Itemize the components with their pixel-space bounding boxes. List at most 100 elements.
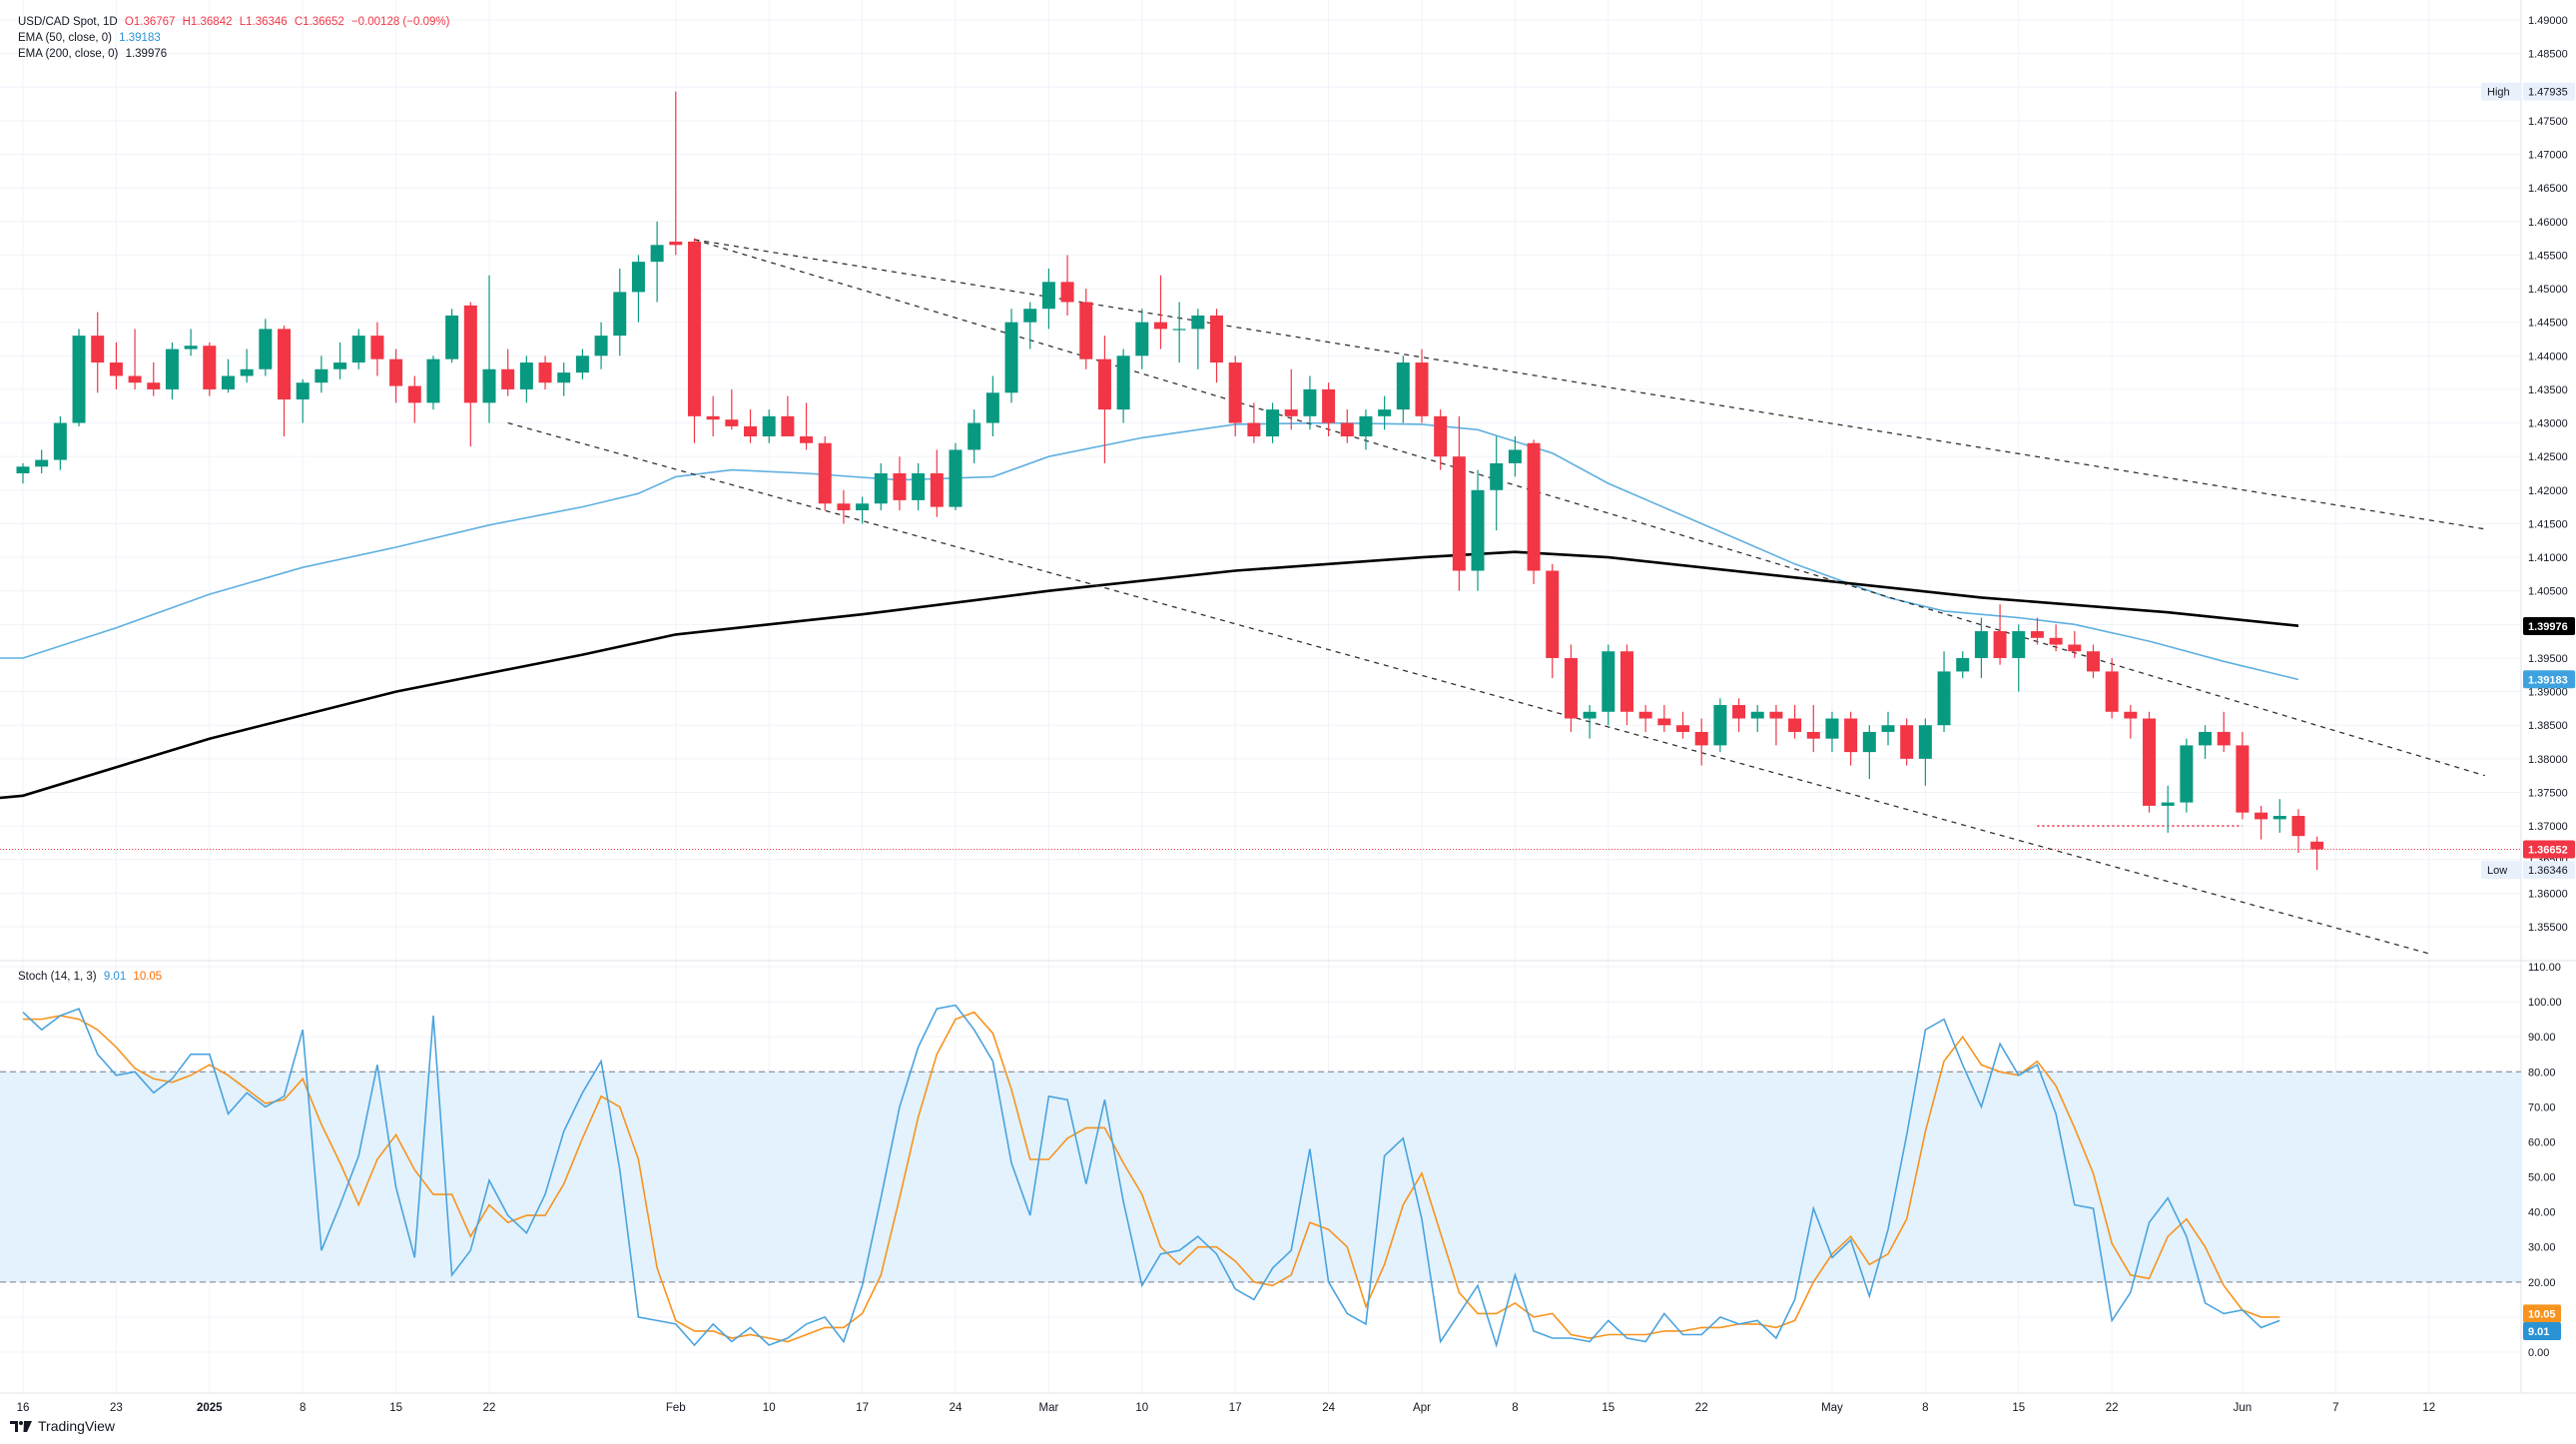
candle-body xyxy=(1974,631,1988,658)
candle-body xyxy=(1490,462,1504,490)
price-tick-label: 1.44500 xyxy=(2528,318,2568,330)
candle-body xyxy=(1471,489,1485,571)
candle-body xyxy=(1844,718,1858,753)
price-badges-layer: 1.47935 High 1.39976 1.39183 1.36652 1.36346 L… xyxy=(2481,82,2575,1340)
time-tick-label: 2025 xyxy=(197,1402,223,1414)
candle-body xyxy=(1956,657,1970,672)
stoch-tick-label: 60.00 xyxy=(2528,1136,2556,1148)
candle-body xyxy=(203,346,217,389)
time-tick-label: Apr xyxy=(1413,1402,1431,1414)
time-tick-label: 15 xyxy=(389,1402,402,1414)
time-tick-label: 8 xyxy=(1512,1402,1518,1414)
time-tick-label: Feb xyxy=(666,1402,686,1414)
time-tick-label: 17 xyxy=(856,1402,869,1414)
candle-body xyxy=(1694,731,1708,746)
time-tick-label: Mar xyxy=(1038,1402,1058,1414)
symbol-title[interactable]: USD/CAD Spot, 1D xyxy=(18,16,118,28)
candle-body xyxy=(1153,322,1167,330)
candle-body xyxy=(1452,456,1466,571)
ema50-legend[interactable]: EMA (50, close, 0) 1.39183 xyxy=(18,32,165,44)
candle-body xyxy=(91,336,105,363)
candle-body xyxy=(370,336,384,360)
stoch-legend[interactable]: Stoch (14, 1, 3) 9.01 10.05 xyxy=(18,971,166,983)
tradingview-logo[interactable]: TradingView xyxy=(10,1418,115,1434)
candle-body xyxy=(1602,651,1615,712)
candle-body xyxy=(912,473,926,500)
stoch-badge-value: 10.05 xyxy=(2528,1308,2556,1320)
candle-body xyxy=(519,362,533,389)
candle-body xyxy=(1340,422,1354,437)
candle-body xyxy=(1004,322,1018,393)
price-tick-label: 1.40500 xyxy=(2528,586,2568,598)
price-tick-label: 1.48500 xyxy=(2528,49,2568,61)
candle-body xyxy=(315,368,328,383)
candle-body xyxy=(1881,725,1895,732)
ema50-label: EMA (50, close, 0) xyxy=(18,32,112,44)
candle-body xyxy=(221,375,235,389)
stoch-band-layer xyxy=(0,1071,2521,1283)
candle-body xyxy=(53,422,67,460)
candle-body xyxy=(874,473,888,504)
stoch-tick-label: 50.00 xyxy=(2528,1172,2556,1184)
candle-body xyxy=(1396,362,1410,410)
candle-body xyxy=(800,436,814,443)
candle-body xyxy=(967,422,981,450)
ema200-value: 1.39976 xyxy=(125,48,168,60)
candle-body xyxy=(1769,711,1783,719)
candle-body xyxy=(1900,725,1914,759)
candle-body xyxy=(744,425,758,437)
time-tick-label: 8 xyxy=(300,1402,306,1414)
candle-body xyxy=(1918,725,1932,759)
candle-body xyxy=(669,241,683,246)
stoch-k-line xyxy=(22,1004,2280,1348)
candle-body xyxy=(2049,637,2063,645)
candle-body xyxy=(2105,671,2119,712)
candle-body xyxy=(762,415,776,437)
price-badge-bg xyxy=(2523,861,2575,880)
candle-body xyxy=(1415,362,1429,416)
price-tick-label: 1.39000 xyxy=(2528,687,2568,699)
candle-body xyxy=(501,368,515,389)
candle-body xyxy=(1862,731,1876,753)
candle-body xyxy=(1210,315,1224,363)
time-tick-label: 23 xyxy=(110,1402,123,1414)
stoch-band xyxy=(0,1072,2521,1282)
stoch-tick-label: 30.00 xyxy=(2528,1242,2556,1254)
price-badge-label: Low xyxy=(2487,865,2507,877)
candle-body xyxy=(240,368,254,376)
stoch-badge-bg xyxy=(2523,1304,2561,1323)
stoch-tick-label: 0.00 xyxy=(2528,1347,2549,1359)
candles-layer xyxy=(16,91,2324,871)
time-tick-label: 24 xyxy=(1322,1402,1335,1414)
candle-body xyxy=(2199,731,2213,746)
candle-body xyxy=(2068,644,2082,652)
candle-body xyxy=(2030,631,2044,638)
candle-body xyxy=(1060,282,1074,303)
ema50-value: 1.39183 xyxy=(119,32,161,44)
candle-body xyxy=(837,503,851,510)
price-tick-label: 1.35500 xyxy=(2528,922,2568,934)
price-tick-label: 1.41500 xyxy=(2528,518,2568,530)
price-tick-label: 1.46500 xyxy=(2528,183,2568,195)
logo-text: TradingView xyxy=(38,1418,116,1434)
ema200-legend[interactable]: EMA (200, close, 0) 1.39976 xyxy=(18,48,171,60)
ohlc-change: −0.00128 (−0.09%) xyxy=(350,16,450,28)
ohlc-high: H1.36842 xyxy=(182,16,233,28)
stoch-badge-bg xyxy=(2523,1321,2561,1340)
time-tick-label: 15 xyxy=(2012,1402,2025,1414)
candle-body xyxy=(1079,302,1093,360)
candle-body xyxy=(165,349,179,389)
candle-body xyxy=(1583,711,1597,719)
stoch-d-value: 10.05 xyxy=(133,971,163,983)
ema200-label: EMA (200, close, 0) xyxy=(18,48,119,60)
candle-body xyxy=(687,241,701,416)
candle-body xyxy=(109,362,123,376)
price-tick-label: 1.47500 xyxy=(2528,116,2568,128)
time-tick-label: 16 xyxy=(17,1402,30,1414)
candle-body xyxy=(463,305,477,403)
candle-body xyxy=(985,392,999,423)
price-tick-label: 1.42000 xyxy=(2528,485,2568,497)
trendline xyxy=(694,239,2485,777)
candle-body xyxy=(72,336,86,423)
